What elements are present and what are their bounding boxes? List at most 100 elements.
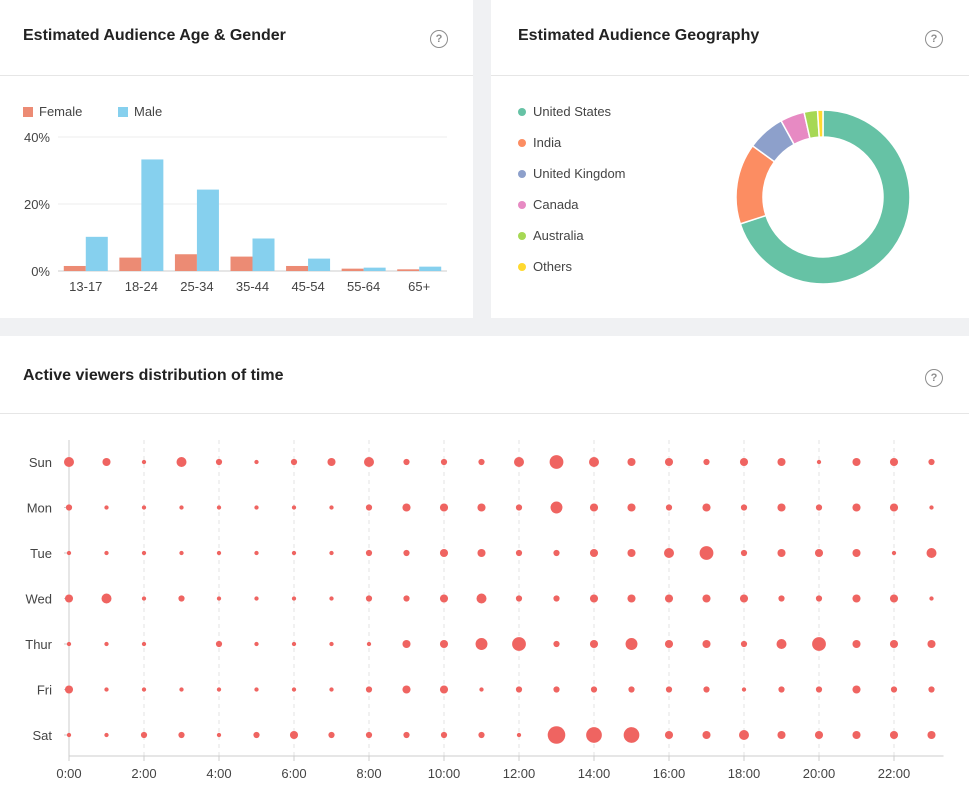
viewer-dot[interactable] [104, 687, 109, 692]
viewer-dot[interactable] [253, 731, 260, 739]
viewer-dot[interactable] [329, 641, 334, 647]
legend-item[interactable]: Canada [518, 197, 579, 212]
bar-female[interactable] [397, 269, 420, 271]
viewer-dot[interactable] [254, 641, 259, 647]
viewer-dot[interactable] [179, 687, 184, 692]
help-icon[interactable]: ? [925, 30, 943, 48]
legend-item[interactable]: United States [518, 104, 611, 119]
viewer-dot[interactable] [927, 639, 936, 649]
viewer-dot[interactable] [664, 639, 674, 649]
viewer-dot[interactable] [815, 686, 823, 693]
bar-female[interactable] [286, 265, 309, 271]
bar-female[interactable] [119, 257, 142, 271]
viewer-dot[interactable] [141, 641, 147, 647]
legend-female[interactable]: Female [23, 104, 82, 119]
viewer-dot[interactable] [553, 549, 560, 557]
viewer-dot[interactable] [254, 550, 259, 556]
viewer-dot[interactable] [329, 505, 334, 510]
viewer-dot[interactable] [927, 730, 936, 740]
viewer-dot[interactable] [929, 505, 934, 510]
viewer-dot[interactable] [590, 686, 598, 693]
bar-male[interactable] [308, 258, 331, 271]
viewer-dot[interactable] [179, 550, 184, 556]
viewer-dot[interactable] [254, 596, 259, 601]
viewer-dot[interactable] [852, 685, 861, 694]
viewer-dot[interactable] [403, 731, 410, 739]
bar-male[interactable] [85, 236, 108, 271]
viewer-dot[interactable] [477, 503, 486, 512]
viewer-dot[interactable] [740, 504, 748, 511]
viewer-dot[interactable] [365, 731, 373, 739]
viewer-dot[interactable] [816, 459, 822, 465]
viewer-dot[interactable] [929, 596, 934, 601]
viewer-dot[interactable] [215, 458, 223, 466]
bar-male[interactable] [141, 159, 164, 271]
donut-slice[interactable] [739, 109, 911, 285]
viewer-dot[interactable] [589, 457, 599, 467]
help-icon[interactable]: ? [430, 30, 448, 48]
viewer-dot[interactable] [104, 550, 109, 556]
viewer-dot[interactable] [290, 458, 298, 466]
viewer-dot[interactable] [478, 731, 485, 739]
viewer-dot[interactable] [664, 457, 674, 467]
viewer-dot[interactable] [777, 548, 786, 558]
viewer-dot[interactable] [815, 595, 823, 602]
viewer-dot[interactable] [66, 732, 72, 738]
viewer-dot[interactable] [664, 594, 674, 603]
viewer-dot[interactable] [778, 595, 785, 602]
viewer-dot[interactable] [365, 504, 373, 511]
viewer-dot[interactable] [665, 504, 673, 511]
viewer-dot[interactable] [64, 457, 74, 467]
viewer-dot[interactable] [740, 549, 748, 557]
viewer-dot[interactable] [852, 457, 861, 467]
viewer-dot[interactable] [101, 593, 112, 604]
viewer-dot[interactable] [439, 639, 449, 649]
viewer-dot[interactable] [216, 687, 222, 692]
viewer-dot[interactable] [254, 505, 259, 510]
viewer-dot[interactable] [928, 686, 935, 693]
viewer-dot[interactable] [254, 687, 259, 692]
viewer-dot[interactable] [178, 731, 185, 739]
viewer-dot[interactable] [515, 504, 523, 511]
viewer-dot[interactable] [365, 686, 373, 693]
viewer-dot[interactable] [814, 730, 824, 740]
viewer-dot[interactable] [891, 550, 897, 556]
viewer-dot[interactable] [402, 685, 411, 694]
viewer-dot[interactable] [329, 596, 334, 601]
viewer-dot[interactable] [815, 504, 823, 511]
help-icon[interactable]: ? [925, 369, 943, 387]
viewer-dot[interactable] [215, 640, 223, 648]
viewer-dot[interactable] [141, 687, 147, 692]
viewer-dot[interactable] [65, 504, 73, 511]
viewer-dot[interactable] [623, 727, 640, 743]
viewer-dot[interactable] [365, 549, 373, 557]
viewer-dot[interactable] [589, 594, 599, 603]
viewer-dot[interactable] [928, 458, 935, 466]
bar-male[interactable] [363, 267, 386, 271]
viewer-dot[interactable] [515, 595, 523, 602]
viewer-dot[interactable] [777, 457, 786, 467]
viewer-dot[interactable] [628, 686, 635, 693]
viewer-dot[interactable] [664, 730, 674, 740]
legend-item[interactable]: Australia [518, 228, 584, 243]
viewer-dot[interactable] [703, 686, 710, 693]
viewer-dot[interactable] [589, 503, 599, 512]
viewer-dot[interactable] [515, 549, 523, 557]
viewer-dot[interactable] [852, 639, 861, 649]
viewer-dot[interactable] [739, 594, 749, 603]
viewer-dot[interactable] [66, 550, 72, 556]
viewer-dot[interactable] [216, 550, 222, 556]
viewer-dot[interactable] [440, 458, 448, 466]
viewer-dot[interactable] [141, 459, 147, 465]
viewer-dot[interactable] [176, 457, 187, 467]
bar-male[interactable] [252, 238, 275, 271]
viewer-dot[interactable] [291, 641, 297, 647]
viewer-dot[interactable] [852, 594, 861, 603]
viewer-dot[interactable] [699, 546, 714, 560]
viewer-dot[interactable] [178, 595, 185, 602]
viewer-dot[interactable] [889, 730, 899, 740]
viewer-dot[interactable] [889, 594, 899, 603]
viewer-dot[interactable] [777, 730, 786, 740]
viewer-dot[interactable] [553, 686, 560, 693]
viewer-dot[interactable] [740, 640, 748, 648]
